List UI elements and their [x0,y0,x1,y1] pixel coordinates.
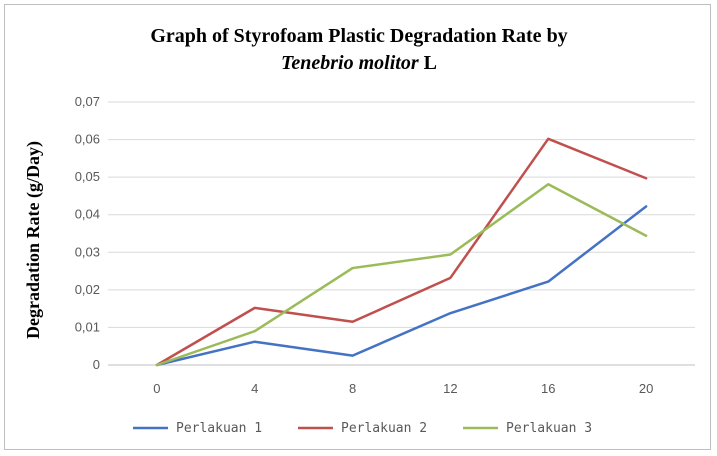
y-axis-ticks: 0 0,01 0,02 0,03 0,04 0,05 0,06 0,07 [75,94,100,372]
y-tick-label: 0,03 [75,244,100,259]
series-line-2 [155,137,648,367]
y-tick-label: 0,06 [75,132,100,147]
y-tick-label: 0,02 [75,282,100,297]
series-line-3 [155,183,648,367]
y-tick-label: 0 [93,357,100,372]
x-axis-ticks: 0 4 8 12 16 20 [153,381,653,396]
chart-frame: Graph of Styrofoam Plastic Degradation R… [4,4,711,450]
y-tick-label: 0,01 [75,319,100,334]
x-tick-label: 20 [639,381,653,396]
series-lines [155,137,648,367]
y-tick-label: 0,04 [75,207,100,222]
legend-label-3: Perlakuan 3 [506,421,592,436]
legend-label-2: Perlakuan 2 [341,421,427,436]
gridlines [108,101,695,366]
y-tick-label: 0,07 [75,94,100,109]
line-chart: Graph of Styrofoam Plastic Degradation R… [23,25,695,436]
series-line-1 [155,205,648,367]
x-tick-label: 8 [349,381,356,396]
x-tick-label: 4 [251,381,258,396]
x-tick-label: 16 [541,381,555,396]
chart-title: Graph of Styrofoam Plastic Degradation R… [150,25,567,47]
y-tick-label: 0,05 [75,169,100,184]
legend-label-1: Perlakuan 1 [176,421,262,436]
x-tick-label: 12 [443,381,457,396]
y-axis-label: Degradation Rate (g/Day) [23,141,44,339]
x-tick-label: 0 [153,381,160,396]
chart-title-suffix: L [419,52,437,74]
legend: Perlakuan 1 Perlakuan 2 Perlakuan 3 [133,421,592,436]
chart-title-species: Tenebrio molitor [281,52,419,74]
chart-title-line2: Tenebrio molitor L [281,52,437,74]
